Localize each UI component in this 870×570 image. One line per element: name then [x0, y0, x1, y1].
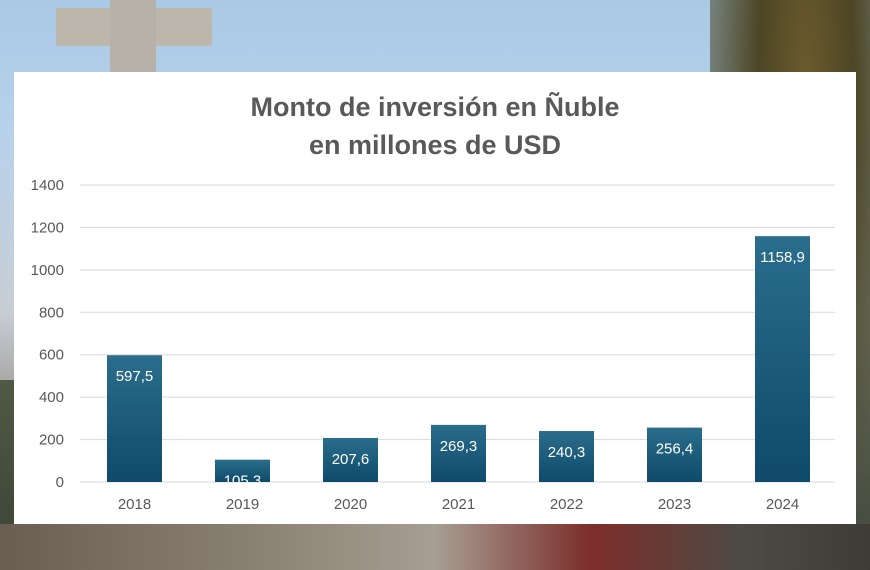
x-tick-label-2023: 2023: [658, 496, 691, 513]
data-label-2022: 240,3: [548, 444, 586, 461]
y-tick-label: 1400: [31, 177, 64, 194]
y-tick-label: 600: [39, 347, 64, 364]
chart-title: Monto de inversión en Ñuble en millones …: [14, 88, 856, 164]
x-tick-label-2019: 2019: [226, 496, 259, 513]
bar-2020: [323, 437, 378, 482]
data-label-2019: 105,3: [224, 473, 262, 490]
y-tick-label: 0: [56, 474, 64, 491]
data-label-2021: 269,3: [440, 438, 478, 455]
bar-2019: [215, 459, 270, 482]
x-tick-label-2020: 2020: [334, 496, 367, 513]
bar-2022: [539, 431, 594, 482]
y-tick-label: 400: [39, 389, 64, 406]
chart-title-line-2: en millones de USD: [308, 130, 562, 160]
bar-2021: [431, 424, 486, 482]
bar-2024: [755, 236, 810, 482]
x-tick-label-2022: 2022: [550, 496, 583, 513]
y-tick-label: 200: [39, 432, 64, 449]
cross-upright: [110, 0, 156, 75]
y-tick-label: 1000: [31, 262, 64, 279]
bar-2023: [647, 427, 702, 482]
x-tick-label-2024: 2024: [766, 496, 799, 513]
chart-title-line-1: Monto de inversión en Ñuble: [250, 92, 620, 122]
x-tick-label-2018: 2018: [118, 496, 151, 513]
x-tick-label-2021: 2021: [442, 496, 475, 513]
data-label-2023: 256,4: [656, 441, 694, 458]
data-label-2020: 207,6: [332, 451, 370, 468]
buildings-strip: [0, 524, 870, 570]
data-label-2024: 1158,9: [760, 249, 805, 266]
bar-2018: [107, 355, 162, 482]
data-label-2018: 597,5: [116, 368, 154, 385]
y-tick-label: 1200: [31, 219, 64, 236]
y-tick-label: 800: [39, 304, 64, 321]
